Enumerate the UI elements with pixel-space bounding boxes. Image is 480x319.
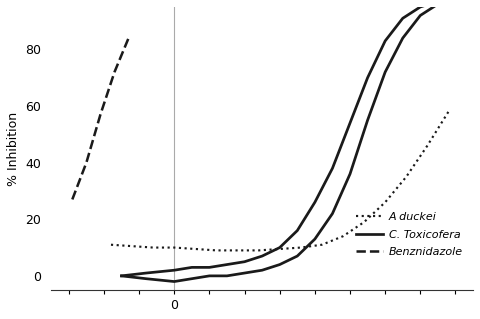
Y-axis label: % Inhibition: % Inhibition bbox=[7, 111, 20, 186]
Legend: A duckei, C. Toxicofera, Benznidazole: A duckei, C. Toxicofera, Benznidazole bbox=[351, 207, 468, 262]
